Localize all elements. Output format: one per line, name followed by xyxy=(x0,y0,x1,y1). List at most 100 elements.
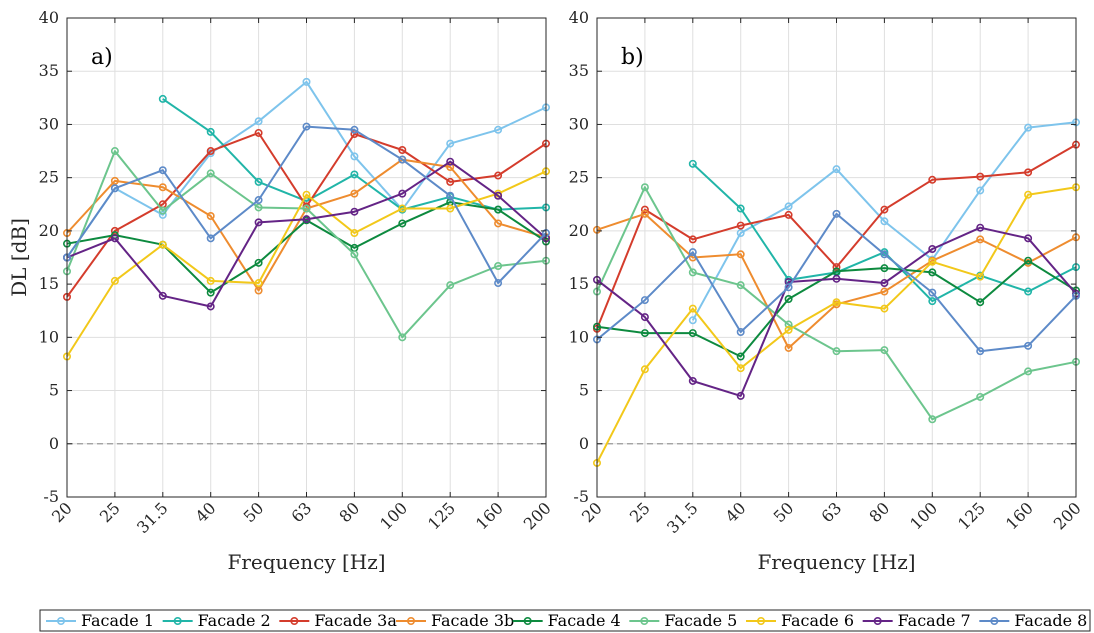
data-point xyxy=(446,177,455,186)
y-tick-label: 0 xyxy=(579,434,589,453)
data-point xyxy=(736,221,745,230)
legend-item-facade-2: Facade 2 xyxy=(162,611,271,630)
data-point xyxy=(350,207,359,216)
legend-swatch-marker xyxy=(756,616,765,625)
y-tick-label: 10 xyxy=(39,327,59,346)
legend-label: Facade 8 xyxy=(1014,611,1087,630)
data-point xyxy=(688,248,697,257)
data-point xyxy=(158,291,167,300)
data-point xyxy=(640,296,649,305)
data-point xyxy=(302,215,311,224)
data-point xyxy=(350,189,359,198)
data-point xyxy=(688,329,697,338)
data-point xyxy=(880,287,889,296)
data-point xyxy=(832,347,841,356)
data-point xyxy=(206,302,215,311)
data-point xyxy=(784,325,793,334)
data-point xyxy=(976,186,985,195)
legend-swatch-marker xyxy=(990,616,999,625)
data-point xyxy=(784,320,793,329)
legend-swatch-marker xyxy=(290,616,299,625)
data-point xyxy=(832,267,841,276)
series-line xyxy=(66,125,547,284)
legend-item-facade-3a: Facade 3a xyxy=(279,611,397,630)
data-point xyxy=(688,304,697,313)
data-point xyxy=(254,279,263,288)
series-line xyxy=(66,132,547,298)
legend-item-facade-6: Facade 6 xyxy=(746,611,854,630)
data-point xyxy=(350,125,359,134)
data-point xyxy=(302,204,311,213)
y-tick-label: 0 xyxy=(49,434,59,453)
data-point xyxy=(688,316,697,325)
data-point xyxy=(206,211,215,220)
data-point xyxy=(736,250,745,259)
series-line xyxy=(66,80,547,259)
data-point xyxy=(158,166,167,175)
series-facade-8 xyxy=(62,122,550,288)
data-point xyxy=(494,279,503,288)
series-line xyxy=(596,186,1077,464)
data-point xyxy=(880,279,889,288)
legend-swatch-marker xyxy=(523,616,532,625)
data-point xyxy=(1024,256,1033,265)
data-point xyxy=(110,234,119,243)
data-point xyxy=(110,147,119,156)
data-point xyxy=(206,288,215,297)
data-point xyxy=(254,203,263,212)
legend-label: Facade 7 xyxy=(898,611,971,630)
data-point xyxy=(976,235,985,244)
data-point xyxy=(832,209,841,218)
y-tick-label: 15 xyxy=(569,274,589,293)
series-line xyxy=(596,212,1077,353)
data-point xyxy=(640,183,649,192)
series-facade-5 xyxy=(62,147,550,342)
data-point xyxy=(1024,367,1033,376)
data-point xyxy=(640,329,649,338)
data-point xyxy=(206,169,215,178)
legend-item-facade-4: Facade 4 xyxy=(512,611,621,630)
data-point xyxy=(110,226,119,235)
data-point xyxy=(110,276,119,285)
data-point xyxy=(736,204,745,213)
data-point xyxy=(976,172,985,181)
data-point xyxy=(302,77,311,86)
data-point xyxy=(784,210,793,219)
data-point xyxy=(494,205,503,214)
y-tick-label: 35 xyxy=(39,61,59,80)
data-point xyxy=(158,206,167,215)
legend-label: Facade 3b xyxy=(431,611,514,630)
legend: Facade 1 Facade 2 Facade 3a Facade 3b Facade… xyxy=(39,609,1091,632)
data-point xyxy=(688,235,697,244)
series-line xyxy=(596,143,1077,330)
y-tick-label: 30 xyxy=(569,114,589,133)
data-point xyxy=(254,128,263,137)
y-tick-label: 25 xyxy=(569,168,589,187)
data-point xyxy=(688,376,697,385)
series-facade-1 xyxy=(688,118,1081,325)
data-point xyxy=(494,125,503,134)
series-line xyxy=(692,163,1077,303)
data-point xyxy=(736,229,745,238)
data-point xyxy=(350,250,359,259)
y-tick-label: -5 xyxy=(573,487,589,506)
data-point xyxy=(784,202,793,211)
y-tick-label: 5 xyxy=(49,381,59,400)
panel-a-xlabel: Frequency [Hz] xyxy=(227,550,385,574)
legend-label: Facade 2 xyxy=(198,611,271,630)
data-point xyxy=(398,204,407,213)
data-point xyxy=(736,352,745,361)
data-point xyxy=(832,263,841,272)
data-point xyxy=(928,268,937,277)
y-axis-label: DL [dB] xyxy=(7,218,31,297)
data-point xyxy=(880,250,889,259)
data-point xyxy=(494,171,503,180)
panel-b-xlabel: Frequency [Hz] xyxy=(757,550,915,574)
legend-label: Facade 1 xyxy=(81,611,154,630)
y-tick-label: -5 xyxy=(43,487,59,506)
data-point xyxy=(832,298,841,307)
data-point xyxy=(398,189,407,198)
data-point xyxy=(494,262,503,271)
